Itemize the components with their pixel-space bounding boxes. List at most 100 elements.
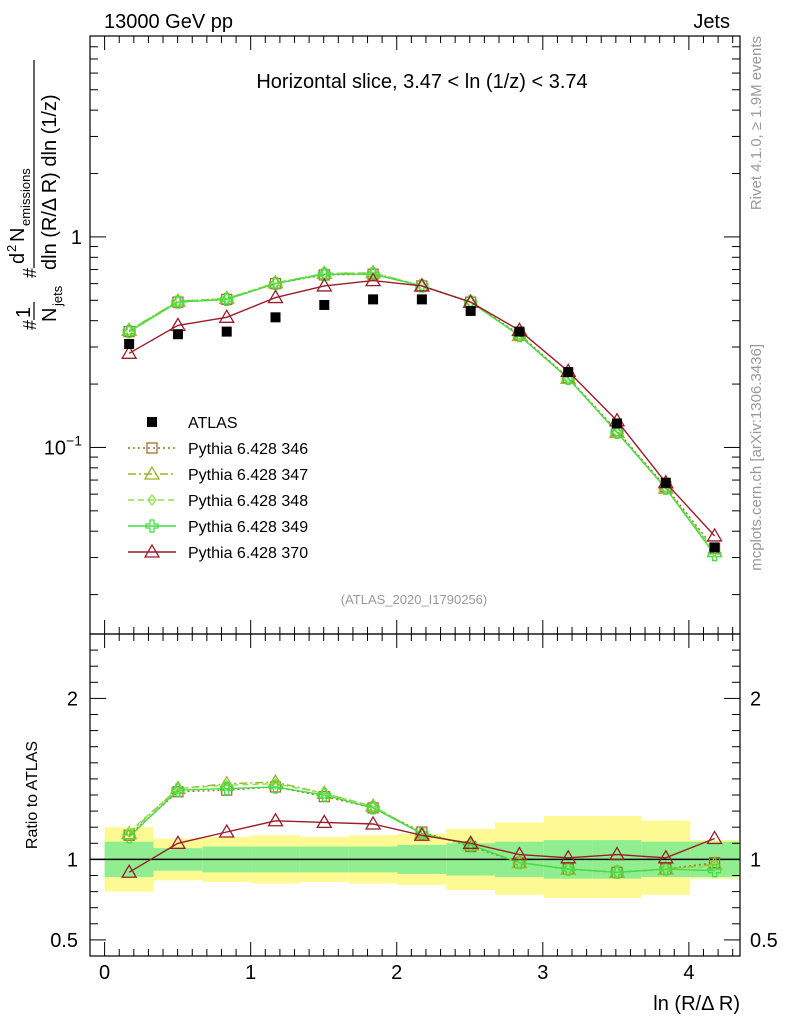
rivet-label: Rivet 4.1.0, ≥ 1.9M events bbox=[748, 36, 765, 210]
legend-entry-pythia-6-428-348: Pythia 6.428 348 bbox=[128, 493, 308, 510]
data-point-pythia-6-428-349 bbox=[707, 547, 722, 562]
x-tick-label: 4 bbox=[683, 962, 694, 984]
ratio-point-pythia-6-428-349 bbox=[317, 788, 331, 802]
svg-text:jets: jets bbox=[50, 285, 65, 307]
legend-marker-pythia-6-428-370 bbox=[143, 543, 161, 558]
series-pythia-6-428-348 bbox=[124, 266, 720, 558]
series-pythia-6-428-347 bbox=[121, 264, 723, 558]
ratio-series-pythia-6-428-370 bbox=[121, 812, 723, 878]
legend-entry-atlas: ATLAS bbox=[147, 415, 238, 432]
data-point-atlas bbox=[416, 294, 427, 305]
main-axis-ticks bbox=[89, 35, 740, 634]
main-plot: 10−1 1 bbox=[44, 35, 741, 635]
ratio-point-pythia-6-428-349 bbox=[707, 864, 722, 878]
ratio-point-pythia-6-428-349 bbox=[512, 855, 527, 870]
analysis-watermark: (ATLAS_2020_I1790256) bbox=[341, 592, 487, 607]
data-point-atlas bbox=[514, 326, 525, 337]
data-point-atlas bbox=[465, 305, 476, 316]
series-pythia-6-428-346 bbox=[123, 268, 721, 555]
series-atlas bbox=[124, 294, 720, 553]
svg-text:N: N bbox=[7, 228, 29, 242]
ratio-line-pythia-6-428-370 bbox=[128, 820, 715, 873]
svg-text:#: # bbox=[20, 320, 40, 330]
main-series bbox=[121, 264, 723, 562]
data-point-pythia-6-428-349 bbox=[122, 324, 136, 339]
x-tick-label: 3 bbox=[537, 962, 548, 984]
ratio-point-pythia-6-428-349 bbox=[171, 783, 185, 797]
ratio-plot-frame bbox=[89, 633, 741, 957]
legend-entry-pythia-6-428-349: Pythia 6.428 349 bbox=[128, 519, 308, 536]
data-point-pythia-6-428-349 bbox=[610, 425, 624, 439]
ratio-point-pythia-6-428-349 bbox=[366, 801, 380, 815]
ratio-y-tick-label: 1 bbox=[67, 849, 78, 871]
ratio-y-tick-label: 2 bbox=[67, 688, 78, 710]
ratio-point-pythia-6-428-370 bbox=[511, 846, 528, 861]
ratio-point-pythia-6-428-349 bbox=[659, 862, 673, 876]
data-point-pythia-6-428-349 bbox=[220, 292, 234, 307]
ratio-point-pythia-6-428-348 bbox=[319, 787, 330, 800]
svg-text:N: N bbox=[39, 308, 61, 322]
svg-text:d: d bbox=[7, 253, 29, 264]
ratio-series bbox=[121, 773, 723, 879]
data-point-atlas bbox=[563, 367, 574, 378]
ratio-point-pythia-6-428-349 bbox=[220, 781, 234, 796]
data-point-atlas bbox=[319, 299, 330, 310]
legend-label-pythia-6-428-370: Pythia 6.428 370 bbox=[188, 545, 308, 562]
legend-marker-pythia-6-428-349 bbox=[145, 519, 159, 533]
data-point-pythia-6-428-349 bbox=[171, 295, 185, 309]
data-point-pythia-6-428-349 bbox=[268, 276, 283, 291]
data-point-atlas bbox=[270, 312, 281, 323]
data-point-pythia-6-428-370 bbox=[267, 289, 284, 304]
legend-label-atlas: ATLAS bbox=[188, 415, 238, 432]
header-right: Jets bbox=[693, 11, 730, 33]
legend-marker-pythia-6-428-347 bbox=[143, 465, 161, 480]
main-tick-labels: 10−1 1 bbox=[44, 227, 82, 460]
data-point-pythia-6-428-349 bbox=[317, 267, 331, 281]
data-point-pythia-6-428-370 bbox=[121, 345, 138, 359]
ratio-point-pythia-6-428-370 bbox=[121, 863, 138, 878]
header-left: 13000 GeV pp bbox=[104, 11, 233, 33]
data-point-atlas bbox=[124, 338, 135, 349]
ratio-y-axis-label: Ratio to ATLAS bbox=[24, 741, 41, 849]
data-point-atlas bbox=[172, 329, 183, 340]
main-y-axis-label: # 1 N jets # d 2 N emissions dln (R/Δ R)… bbox=[4, 60, 65, 330]
ratio-y-tick-label-right: 2 bbox=[750, 688, 761, 710]
svg-text:#: # bbox=[20, 268, 40, 278]
ratio-point-pythia-6-428-370 bbox=[364, 815, 382, 830]
data-point-pythia-6-428-370 bbox=[413, 277, 430, 292]
x-tick-label: 0 bbox=[99, 962, 110, 984]
data-point-pythia-6-428-370 bbox=[364, 272, 382, 287]
data-point-atlas bbox=[612, 418, 623, 429]
ratio-point-pythia-6-428-370 bbox=[267, 812, 284, 827]
ratio-point-pythia-6-428-370 bbox=[169, 835, 187, 849]
data-point-pythia-6-428-370 bbox=[316, 277, 333, 292]
ratio-uncertainty-bands bbox=[90, 815, 740, 899]
x-axis-label: ln (R/Δ R) bbox=[653, 993, 740, 1015]
ratio-point-pythia-6-428-370 bbox=[657, 849, 674, 864]
ratio-point-pythia-6-428-370 bbox=[706, 830, 723, 845]
data-point-pythia-6-428-370 bbox=[706, 527, 723, 542]
legend-entry-pythia-6-428-346: Pythia 6.428 346 bbox=[128, 441, 308, 458]
x-tick-labels: 0 1 2 3 4 bbox=[99, 962, 694, 984]
legend-marker-pythia-6-428-346 bbox=[146, 442, 158, 454]
ratio-point-pythia-6-428-349 bbox=[268, 780, 283, 794]
ratio-series-pythia-6-428-349 bbox=[122, 780, 722, 879]
ratio-point-pythia-6-428-370 bbox=[316, 814, 333, 829]
ratio-y-tick-label-right: 1 bbox=[750, 849, 761, 871]
ratio-point-pythia-6-428-348 bbox=[221, 779, 232, 792]
ratio-plot: 0.5 0.5 1 1 2 2 0 1 2 3 4 bbox=[50, 633, 778, 984]
ratio-point-pythia-6-428-348 bbox=[368, 800, 378, 813]
legend-label-pythia-6-428-346: Pythia 6.428 346 bbox=[188, 441, 308, 458]
ratio-point-pythia-6-428-370 bbox=[413, 826, 430, 841]
ratio-point-pythia-6-428-348 bbox=[173, 782, 183, 795]
x-tick-label: 2 bbox=[391, 962, 402, 984]
svg-text:2: 2 bbox=[4, 245, 19, 252]
ratio-point-pythia-6-428-370 bbox=[462, 835, 479, 849]
legend: ATLAS Pythia 6.428 346 Pythia 6.428 347 Pyt… bbox=[128, 415, 308, 562]
legend-entry-pythia-6-428-347: Pythia 6.428 347 bbox=[128, 465, 308, 484]
ratio-point-pythia-6-428-370 bbox=[218, 823, 235, 838]
ratio-point-pythia-6-428-370 bbox=[560, 849, 577, 864]
ratio-tick-labels: 0.5 0.5 1 1 2 2 bbox=[50, 688, 778, 952]
data-point-atlas bbox=[660, 477, 671, 488]
